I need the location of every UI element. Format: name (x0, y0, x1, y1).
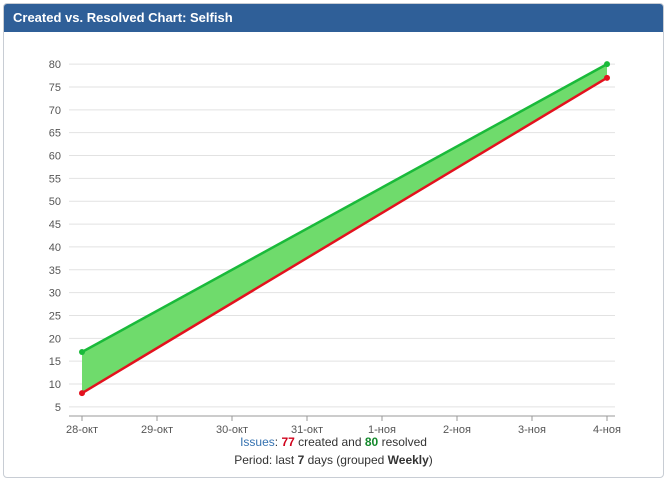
y-tick-label: 40 (49, 242, 61, 254)
resolved-point (604, 61, 610, 68)
period-group: Weekly (387, 453, 429, 467)
x-tick-label: 2-ноя (443, 424, 471, 433)
y-tick-label: 5 (55, 402, 61, 414)
period-prefix: Period: last (234, 453, 295, 467)
period-days: 7 (297, 453, 305, 467)
period-suffix: ) (428, 453, 433, 467)
resolved-series-line (81, 63, 608, 354)
x-tick-label: 29-окт (141, 424, 173, 433)
resolved-text: resolved (381, 435, 427, 449)
chart-footer: Issues: 77 created and 80 resolved Perio… (4, 433, 663, 469)
created-count: 77 (281, 435, 295, 449)
gadget-title: Created vs. Resolved Chart: Selfish (4, 4, 663, 32)
resolved-surplus-area (82, 64, 607, 394)
y-tick-label: 80 (49, 59, 61, 71)
y-tick-label: 55 (49, 173, 61, 185)
resolved-count: 80 (364, 435, 379, 449)
y-tick-label: 75 (49, 82, 61, 94)
created-vs-resolved-gadget: Created vs. Resolved Chart: Selfish 5 10 1… (3, 3, 664, 478)
x-tick-label: 4-ноя (593, 424, 621, 433)
y-tick-label: 10 (49, 379, 61, 391)
y-tick-label: 35 (49, 265, 61, 277)
created-vs-resolved-chart: 5 10 15 20 25 30 35 40 45 50 55 60 65 70 75 80 28-окт 29-… (49, 59, 621, 436)
y-tick-label: 45 (49, 219, 61, 231)
y-tick-label: 25 (49, 310, 61, 322)
created-point (604, 74, 610, 81)
x-tick-label: 28-окт (66, 424, 98, 433)
x-tick-label: 31-окт (291, 424, 323, 433)
y-tick-label: 20 (49, 333, 61, 345)
y-tick-label: 30 (49, 288, 61, 300)
y-tick-label: 50 (49, 196, 61, 208)
period-mid: days (grouped (307, 453, 385, 467)
summary-line: Issues: 77 created and 80 resolved (4, 433, 663, 451)
created-point (79, 390, 85, 397)
y-tick-label: 60 (49, 151, 61, 163)
y-tick-label: 65 (49, 128, 61, 140)
created-series-line (81, 76, 608, 395)
issues-link[interactable]: Issues (240, 435, 275, 449)
x-tick-label: 30-окт (216, 424, 248, 433)
chart-area: 5 10 15 20 25 30 35 40 45 50 55 60 65 70 75 80 28-окт 29-… (4, 33, 663, 436)
summary-colon: : (274, 435, 279, 449)
y-tick-label: 15 (49, 356, 61, 368)
y-tick-label: 70 (49, 105, 61, 117)
x-tick-label: 1-ноя (368, 424, 396, 433)
period-line: Period: last 7 days (grouped Weekly) (4, 451, 663, 469)
created-text: created and (298, 435, 362, 449)
resolved-point (79, 349, 85, 356)
x-tick-label: 3-ноя (518, 424, 546, 433)
